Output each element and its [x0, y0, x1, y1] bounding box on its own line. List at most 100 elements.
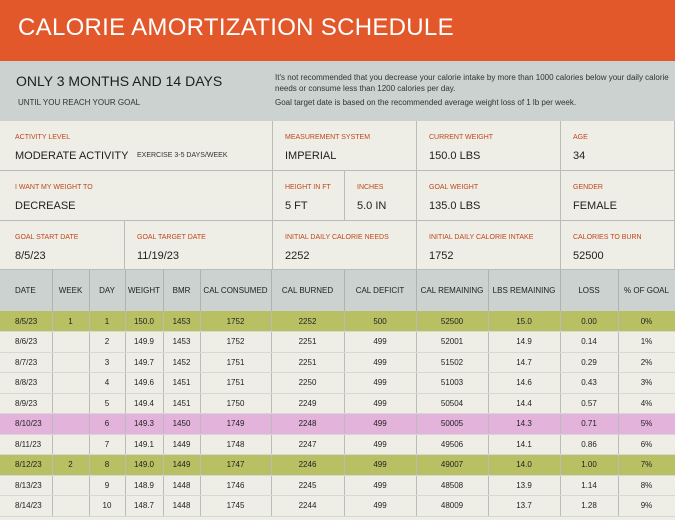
table-cell: 52500 — [416, 311, 489, 332]
height-ft-label: HEIGHT IN FT — [285, 184, 331, 191]
goal-start-date-value[interactable]: 8/5/23 — [15, 250, 46, 262]
age-cell[interactable]: AGE 34 — [561, 121, 675, 171]
table-cell — [52, 475, 90, 496]
table-cell: 50005 — [416, 413, 489, 435]
table-cell: 2245 — [271, 475, 345, 496]
table-cell: 1751 — [200, 352, 272, 373]
table-cell: 8% — [618, 475, 675, 496]
table-row: 8/13/23 9 148.9 1448 1746 2245 499 48508 13.9 1.1… — [0, 475, 675, 496]
table-cell: 8/7/23 — [0, 352, 53, 373]
table-cell: 1751 — [200, 372, 272, 394]
column-header: DATE — [0, 270, 53, 311]
table-cell: 15.0 — [488, 311, 561, 332]
table-cell: 51502 — [416, 352, 489, 373]
activity-level-cell[interactable]: ACTIVITY LEVEL MODERATE ACTIVITY EXERCIS… — [0, 121, 273, 171]
column-header: % OF GOAL — [618, 270, 675, 311]
inches-cell[interactable]: INCHES 5.0 IN — [345, 171, 417, 221]
activity-level-value[interactable]: MODERATE ACTIVITY — [15, 150, 129, 162]
table-cell: 8/11/23 — [0, 434, 53, 455]
schedule-body: 8/5/23 1 1 150.0 1453 1752 2252 500 52500 15.0 0.0… — [0, 311, 675, 517]
measurement-system-value[interactable]: IMPERIAL — [285, 150, 337, 162]
table-cell: 499 — [344, 352, 417, 373]
table-cell: 149.7 — [125, 352, 164, 373]
table-row: 8/10/23 6 149.3 1450 1749 2248 499 50005 14.3 0.7… — [0, 413, 675, 435]
age-value[interactable]: 34 — [573, 150, 586, 162]
column-header: CAL REMAINING — [416, 270, 489, 311]
table-cell: 5% — [618, 413, 675, 435]
title-bar: CALORIE AMORTIZATION SCHEDULE — [0, 0, 675, 61]
table-cell: 0% — [618, 311, 675, 332]
height-ft-value[interactable]: 5 FT — [285, 200, 308, 212]
table-cell: 1.00 — [560, 454, 619, 476]
table-cell: 1451 — [163, 393, 201, 414]
table-cell: 499 — [344, 393, 417, 414]
initial-calorie-intake-label: INITIAL DAILY CALORIE INTAKE — [429, 234, 534, 241]
weight-goal-value[interactable]: DECREASE — [15, 200, 76, 212]
table-cell: 14.7 — [488, 352, 561, 373]
age-label: AGE — [573, 134, 588, 141]
column-header: LOSS — [560, 270, 619, 311]
goal-start-date-cell[interactable]: GOAL START DATE 8/5/23 — [0, 221, 125, 270]
calorie-warning-note: It's not recommended that you decrease y… — [275, 73, 669, 93]
table-cell: 0.14 — [560, 331, 619, 353]
schedule-table: DATE WEEK DAY WEIGHT BMR CAL CONSUMED CA… — [0, 270, 675, 517]
goal-weight-value[interactable]: 135.0 LBS — [429, 200, 481, 212]
goal-start-date-label: GOAL START DATE — [15, 234, 79, 241]
table-cell: 51003 — [416, 372, 489, 394]
column-header: DAY — [89, 270, 126, 311]
table-cell: 0.71 — [560, 413, 619, 435]
table-cell: 5 — [89, 393, 126, 414]
goal-weight-label: GOAL WEIGHT — [429, 184, 479, 191]
measurement-system-label: MEASUREMENT SYSTEM — [285, 134, 371, 141]
activity-level-detail: EXERCISE 3-5 DAYS/WEEK — [137, 152, 228, 159]
table-cell: 1450 — [163, 413, 201, 435]
table-cell: 1453 — [163, 331, 201, 353]
table-cell — [52, 372, 90, 394]
gender-label: GENDER — [573, 184, 603, 191]
table-cell: 8/5/23 — [0, 311, 53, 332]
goal-weight-cell[interactable]: GOAL WEIGHT 135.0 LBS — [417, 171, 561, 221]
table-cell: 4% — [618, 393, 675, 414]
column-header: CAL DEFICIT — [344, 270, 417, 311]
table-cell: 148.7 — [125, 495, 164, 517]
table-cell: 2251 — [271, 331, 345, 353]
table-cell: 10 — [89, 495, 126, 517]
table-cell: 50504 — [416, 393, 489, 414]
table-cell: 7 — [89, 434, 126, 455]
table-cell — [52, 393, 90, 414]
table-row: 8/9/23 5 149.4 1451 1750 2249 499 50504 14.4 0.57… — [0, 393, 675, 414]
measurement-system-cell[interactable]: MEASUREMENT SYSTEM IMPERIAL — [273, 121, 417, 171]
weight-goal-cell[interactable]: I WANT MY WEIGHT TO DECREASE — [0, 171, 273, 221]
table-cell: 1% — [618, 331, 675, 353]
table-cell: 2252 — [271, 311, 345, 332]
gender-value[interactable]: FEMALE — [573, 200, 618, 212]
table-cell: 500 — [344, 311, 417, 332]
table-row: 8/6/23 2 149.9 1453 1752 2251 499 52001 14.9 0.14… — [0, 331, 675, 353]
table-cell: 1452 — [163, 352, 201, 373]
table-cell: 499 — [344, 331, 417, 353]
table-cell: 8/14/23 — [0, 495, 53, 517]
initial-calorie-needs-value: 2252 — [285, 250, 310, 262]
table-cell: 0.43 — [560, 372, 619, 394]
table-row: 8/12/23 2 8 149.0 1449 1747 2246 499 49007 14.0 1.… — [0, 454, 675, 476]
height-ft-cell[interactable]: HEIGHT IN FT 5 FT — [273, 171, 345, 221]
table-cell: 3% — [618, 372, 675, 394]
table-cell: 149.1 — [125, 434, 164, 455]
column-header: WEEK — [52, 270, 90, 311]
table-row: 8/14/23 10 148.7 1448 1745 2244 499 48009 13.7 1.… — [0, 495, 675, 517]
inches-value[interactable]: 5.0 IN — [357, 200, 387, 212]
current-weight-value[interactable]: 150.0 LBS — [429, 150, 481, 162]
gender-cell[interactable]: GENDER FEMALE — [561, 171, 675, 221]
initial-calorie-needs-label: INITIAL DAILY CALORIE NEEDS — [285, 234, 389, 241]
table-cell — [52, 352, 90, 373]
table-cell: 14.3 — [488, 413, 561, 435]
table-cell: 14.0 — [488, 454, 561, 476]
table-cell: 499 — [344, 475, 417, 496]
table-cell: 1451 — [163, 372, 201, 394]
table-cell: 1748 — [200, 434, 272, 455]
current-weight-cell[interactable]: CURRENT WEIGHT 150.0 LBS — [417, 121, 561, 171]
table-row: 8/11/23 7 149.1 1449 1748 2247 499 49506 14.1 0.8… — [0, 434, 675, 455]
table-cell: 1453 — [163, 311, 201, 332]
table-cell: 8/10/23 — [0, 413, 53, 435]
table-cell: 52001 — [416, 331, 489, 353]
